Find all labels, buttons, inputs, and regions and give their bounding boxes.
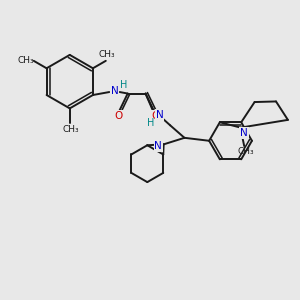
Text: O: O [114, 111, 122, 121]
Text: CH₃: CH₃ [98, 50, 115, 59]
Text: O: O [151, 111, 159, 121]
Text: N: N [156, 110, 164, 120]
Text: CH₃: CH₃ [237, 148, 254, 157]
Text: CH₃: CH₃ [62, 125, 79, 134]
Text: H: H [120, 80, 127, 90]
Text: N: N [154, 141, 162, 151]
Text: N: N [240, 128, 248, 138]
Text: CH₃: CH₃ [17, 56, 34, 65]
Text: H: H [147, 118, 155, 128]
Text: N: N [111, 85, 119, 96]
